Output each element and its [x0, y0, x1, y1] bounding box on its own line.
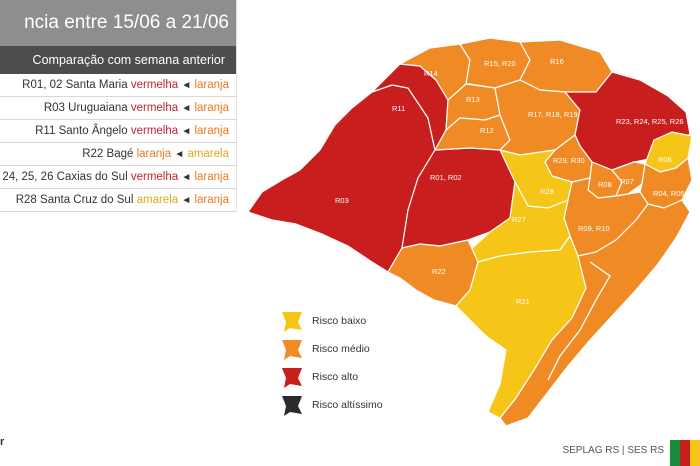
region-name: Santa Maria — [65, 79, 128, 91]
region-label: R29, R30 — [553, 156, 585, 165]
map-legend: Risco baixo Risco médio Risco alto Risco… — [282, 312, 383, 416]
region-name: Bagé — [106, 148, 134, 160]
region-label: R04, R05 — [653, 189, 685, 198]
region-label: R09, R10 — [578, 224, 610, 233]
current-flag: laranja — [194, 102, 229, 114]
region-code: 24, 25, 26 — [2, 171, 54, 183]
region-label: R23, R24, R25, R26 — [616, 117, 684, 126]
change-row: R11 Santo Ângelo vermelha ◄ laranja — [0, 120, 237, 143]
arrow-left-icon: ◄ — [181, 80, 192, 91]
page-title: ncia entre 15/06 a 21/06 — [24, 12, 229, 33]
lagoon-outline — [547, 261, 611, 381]
region-label: R13 — [466, 95, 480, 104]
arrow-left-icon: ◄ — [181, 172, 192, 183]
region-name: Santa Cruz do Sul — [40, 194, 134, 206]
legend-label: Risco baixo — [312, 315, 366, 327]
region-label: R07 — [620, 177, 634, 186]
region-code: R28 — [15, 194, 37, 206]
cropped-text-fragment: r — [0, 436, 5, 448]
region-label: R03 — [335, 196, 349, 205]
panel-divider — [236, 0, 237, 210]
region-label: R27 — [512, 215, 526, 224]
rs-flag-icon — [670, 440, 700, 466]
change-row: R28 Santa Cruz do Sul amarela ◄ laranja — [0, 189, 237, 212]
legend-swatch-low — [282, 312, 302, 332]
current-flag: amarela — [187, 148, 229, 160]
legend-label: Risco alto — [312, 371, 358, 383]
map-region-r16 — [519, 39, 613, 93]
legend-swatch-very-high — [282, 396, 302, 416]
region-label: R06 — [658, 155, 672, 164]
current-flag: laranja — [194, 194, 229, 206]
legend-label: Risco médio — [312, 343, 370, 355]
legend-label: Risco altíssimo — [312, 399, 383, 411]
legend-swatch-medium — [282, 340, 302, 360]
region-label: R11 — [392, 104, 405, 113]
region-label: R14 — [424, 69, 438, 78]
current-flag: laranja — [194, 125, 229, 137]
arrow-left-icon: ◄ — [181, 195, 192, 206]
current-flag: laranja — [194, 171, 229, 183]
region-name: Santo Ângelo — [58, 125, 128, 137]
previous-flag: vermelha — [130, 171, 179, 183]
header-subtitle-bar: Comparação com semana anterior — [0, 46, 237, 74]
previous-flag: vermelha — [130, 125, 179, 137]
changes-list: R01, 02 Santa Maria vermelha ◄ laranja R… — [0, 74, 237, 212]
previous-flag: vermelha — [130, 102, 179, 114]
map-region-coast — [499, 199, 691, 427]
arrow-left-icon: ◄ — [181, 126, 192, 137]
region-label: R22 — [432, 267, 446, 276]
previous-flag: laranja — [136, 148, 172, 160]
region-code: R01, 02 — [22, 79, 63, 91]
legend-swatch-high — [282, 368, 302, 388]
arrow-left-icon: ◄ — [174, 149, 185, 160]
change-row: R01, 02 Santa Maria vermelha ◄ laranja — [0, 74, 237, 97]
page-subtitle: Comparação com semana anterior — [32, 53, 225, 67]
region-label: R15, R20 — [484, 59, 516, 68]
region-code: R11 — [35, 125, 56, 137]
region-name: Uruguaiana — [68, 102, 128, 114]
region-label: R28 — [540, 187, 554, 196]
region-label: R12 — [480, 126, 494, 135]
source-credit: SEPLAG RS | SES RS — [562, 445, 664, 456]
header-title-bar: ncia entre 15/06 a 21/06 — [0, 0, 237, 46]
previous-flag: vermelha — [130, 79, 179, 91]
region-name: Caxias do Sul — [56, 171, 128, 183]
current-flag: laranja — [194, 79, 229, 91]
region-label: R01, R02 — [430, 173, 462, 182]
region-label: R16 — [550, 57, 564, 66]
arrow-left-icon: ◄ — [181, 103, 192, 114]
change-row: R22 Bagé laranja ◄ amarela — [0, 143, 237, 166]
previous-flag: amarela — [136, 194, 179, 206]
region-label: R08 — [598, 180, 612, 189]
region-code: R03 — [43, 102, 65, 114]
change-row: 24, 25, 26 Caxias do Sul vermelha ◄ lara… — [0, 166, 237, 189]
region-label: R21 — [516, 297, 530, 306]
change-row: R03 Uruguaiana vermelha ◄ laranja — [0, 97, 237, 120]
region-label: R17, R18, R19 — [528, 110, 578, 119]
map-region-r07 — [611, 161, 646, 197]
region-code: R22 — [82, 148, 104, 160]
